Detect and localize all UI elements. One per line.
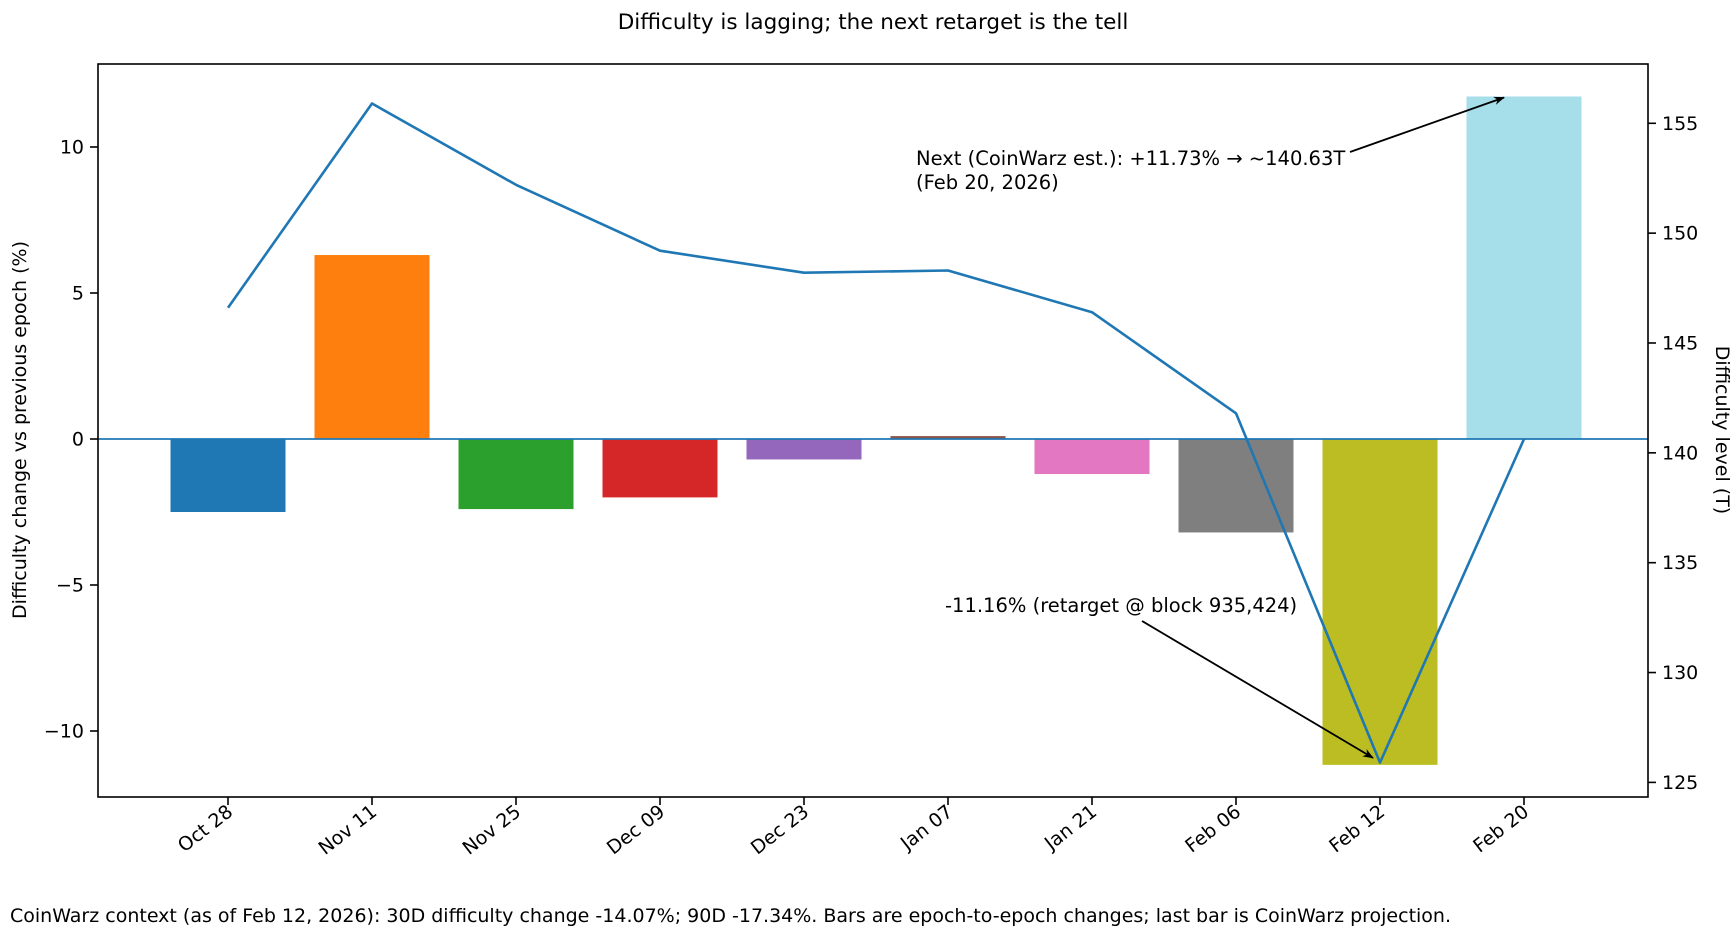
axes-frame-group xyxy=(97,63,1649,798)
bar-dec-23 xyxy=(746,439,862,460)
annotations-group: Next (CoinWarz est.): +11.73% → ~140.63T… xyxy=(916,96,1505,759)
annotation-text-next-estimate: (Feb 20, 2026) xyxy=(916,171,1059,194)
chart-title: Difficulty is lagging; the next retarget… xyxy=(618,10,1129,35)
bar-nov-11 xyxy=(314,255,430,439)
left-tick-label: 10 xyxy=(60,137,84,159)
x-tick-label-jan-21: Jan 21 xyxy=(1040,801,1101,856)
x-tick-label-feb-06: Feb 06 xyxy=(1181,801,1245,858)
annotation-arrow-next-estimate xyxy=(1349,96,1505,153)
difficulty-level-line xyxy=(226,102,1526,764)
right-tick-label: 155 xyxy=(1662,113,1698,135)
left-tick-label: −10 xyxy=(44,721,84,743)
bar-oct-28 xyxy=(170,439,286,512)
bar-feb-20 xyxy=(1466,96,1582,439)
x-tick-label-dec-09: Dec 09 xyxy=(603,801,669,860)
right-tick-label: 140 xyxy=(1662,442,1698,464)
difficulty-line-group xyxy=(226,102,1526,764)
bar-jan-21 xyxy=(1034,439,1150,475)
right-tick-label: 125 xyxy=(1662,772,1698,794)
y-axis-label-right: Difficulty level (T) xyxy=(1711,346,1733,514)
left-tick-label: 5 xyxy=(72,283,84,305)
right-tick-label: 130 xyxy=(1662,662,1698,684)
x-tick-label-nov-25: Nov 25 xyxy=(458,801,525,860)
annotation-text-retarget-drop: -11.16% (retarget @ block 935,424) xyxy=(945,594,1297,617)
x-tick-label-jan-07: Jan 07 xyxy=(896,801,957,856)
plot-frame xyxy=(97,63,1649,798)
bar-nov-25 xyxy=(458,439,574,510)
bars-group xyxy=(170,96,1582,765)
left-tick-label: −5 xyxy=(56,575,84,597)
x-tick-label-nov-11: Nov 11 xyxy=(314,801,381,860)
annotation-arrow-retarget-drop xyxy=(1141,620,1374,759)
x-tick-label-feb-20: Feb 20 xyxy=(1469,801,1533,858)
y-axis-label-left: Difficulty change vs previous epoch (%) xyxy=(9,241,31,619)
bar-dec-09 xyxy=(602,439,718,498)
bar-jan-07 xyxy=(890,436,1006,439)
right-tick-label: 135 xyxy=(1662,552,1698,574)
right-tick-label: 145 xyxy=(1662,332,1698,354)
left-tick-label: 0 xyxy=(72,429,84,451)
x-tick-label-feb-12: Feb 12 xyxy=(1325,801,1389,858)
bar-feb-06 xyxy=(1178,439,1294,533)
right-tick-label: 150 xyxy=(1662,223,1698,245)
annotation-text-next-estimate: Next (CoinWarz est.): +11.73% → ~140.63T xyxy=(916,147,1345,170)
ticks-group: 10 5 0 −5 −10 155 150 145 140 135 130 125 Oct 28 Nov … xyxy=(44,113,1698,860)
chart-caption: CoinWarz context (as of Feb 12, 2026): 3… xyxy=(10,905,1451,927)
bar-feb-12 xyxy=(1322,439,1438,765)
x-tick-label-dec-23: Dec 23 xyxy=(747,801,813,860)
x-tick-label-oct-28: Oct 28 xyxy=(174,801,237,857)
